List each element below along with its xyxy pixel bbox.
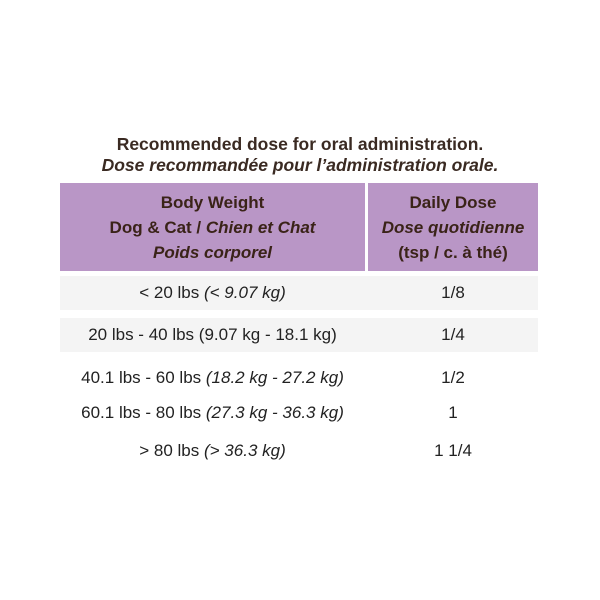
weight-kg: (> 36.3 kg) bbox=[204, 441, 286, 460]
dose-cell: 1 1/4 bbox=[434, 441, 472, 460]
table-row: 60.1 lbs - 80 lbs (27.3 kg - 36.3 kg) 1 bbox=[60, 396, 538, 430]
title-fr: Dose recommandée pour l’administration o… bbox=[101, 155, 499, 175]
table-row: > 80 lbs (> 36.3 kg) 1 1/4 bbox=[60, 434, 538, 468]
header-text: Dog & Cat / Chien et Chat bbox=[60, 215, 365, 240]
dose-cell: 1/4 bbox=[441, 325, 465, 344]
weight-cell: 60.1 lbs - 80 lbs (27.3 kg - 36.3 kg) bbox=[60, 396, 365, 430]
header-text: Chien et Chat bbox=[205, 218, 316, 237]
weight-kg: (9.07 kg - 18.1 kg) bbox=[198, 325, 337, 344]
weight-lbs: 60.1 lbs - 80 lbs bbox=[81, 403, 202, 422]
table-row: 40.1 lbs - 60 lbs (18.2 kg - 27.2 kg) 1/2 bbox=[60, 361, 538, 395]
table-row: 20 lbs - 40 lbs (9.07 kg - 18.1 kg) 1/4 bbox=[60, 318, 538, 352]
dose-cell: 1/2 bbox=[441, 368, 465, 387]
dose-cell: 1/8 bbox=[441, 283, 465, 302]
header-text: (tsp / c. à thé) bbox=[398, 243, 508, 262]
weight-lbs: 20 lbs - 40 lbs bbox=[88, 325, 195, 344]
weight-lbs: 40.1 lbs - 60 lbs bbox=[81, 368, 202, 387]
title-en: Recommended dose for oral administration… bbox=[116, 134, 484, 154]
weight-lbs: < 20 lbs bbox=[139, 283, 200, 302]
weight-cell: 40.1 lbs - 60 lbs (18.2 kg - 27.2 kg) bbox=[60, 361, 365, 395]
weight-lbs: > 80 lbs bbox=[139, 441, 200, 460]
dose-cell: 1 bbox=[448, 403, 458, 422]
weight-cell: 20 lbs - 40 lbs (9.07 kg - 18.1 kg) bbox=[60, 318, 365, 352]
weight-kg: (27.3 kg - 36.3 kg) bbox=[205, 403, 344, 422]
weight-cell: > 80 lbs (> 36.3 kg) bbox=[60, 434, 365, 468]
header-text: Dose quotidienne bbox=[368, 215, 538, 240]
header-weight: Body Weight Dog & Cat / Chien et Chat Po… bbox=[60, 183, 365, 271]
table-row: < 20 lbs (< 9.07 kg) 1/8 bbox=[60, 276, 538, 310]
weight-kg: (< 9.07 kg) bbox=[204, 283, 286, 302]
header-text: Dose quotidienne bbox=[381, 218, 525, 237]
header-text: Daily Dose bbox=[409, 193, 497, 212]
header-text: Poids corporel bbox=[152, 243, 273, 262]
header-dose: Daily Dose Dose quotidienne (tsp / c. à … bbox=[368, 183, 538, 271]
weight-cell: < 20 lbs (< 9.07 kg) bbox=[60, 276, 365, 310]
weight-kg: (18.2 kg - 27.2 kg) bbox=[205, 368, 344, 387]
header-text: Body Weight bbox=[160, 193, 265, 212]
header-text: Poids corporel bbox=[60, 240, 365, 265]
header-text: Dog & Cat / bbox=[109, 218, 202, 237]
